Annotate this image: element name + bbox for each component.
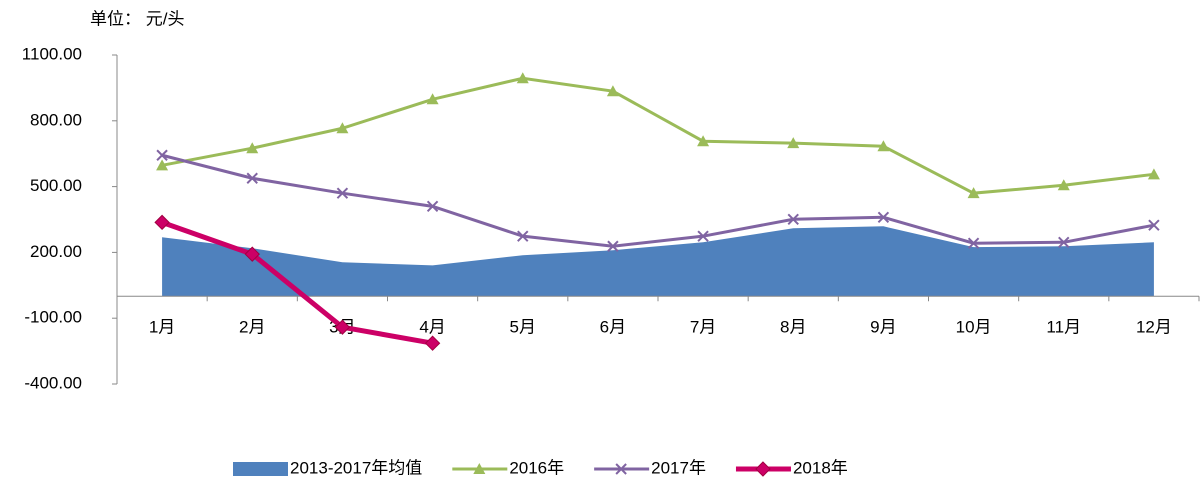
x-tick-label: 9月 — [870, 317, 896, 336]
marker — [156, 149, 168, 161]
marker — [517, 230, 529, 242]
marker — [607, 240, 619, 252]
line — [161, 76, 1155, 195]
marker — [877, 140, 890, 152]
x-tick-label: 1月 — [149, 317, 175, 336]
marker — [516, 72, 529, 84]
marker — [426, 93, 439, 105]
y-tick-label: -400.00 — [24, 373, 82, 392]
y-tick-label: 500.00 — [30, 176, 82, 195]
marker — [697, 230, 709, 242]
line — [161, 153, 1155, 248]
marker — [967, 237, 980, 249]
marker — [244, 246, 260, 262]
marker — [246, 172, 258, 184]
marker — [606, 85, 619, 97]
marker — [156, 159, 169, 171]
x-tick-label: 7月 — [690, 317, 716, 336]
x-tick-label: 11月 — [1046, 317, 1081, 336]
marker — [1058, 236, 1070, 249]
marker — [967, 187, 980, 199]
area — [162, 226, 1154, 297]
legend-label: 2016年 — [509, 458, 564, 477]
marker — [755, 461, 771, 477]
legend-swatch — [233, 462, 288, 476]
y-tick-label: 200.00 — [30, 242, 82, 261]
marker — [336, 122, 349, 134]
marker — [473, 463, 486, 474]
marker — [787, 213, 799, 225]
legend-label: 2013-2017年均值 — [290, 458, 422, 477]
marker — [424, 335, 441, 351]
marker — [246, 142, 259, 154]
marker — [1147, 168, 1160, 180]
y-tick-label: -100.00 — [24, 308, 82, 327]
x-tick-label: 10月 — [956, 317, 992, 336]
x-tick-label: 5月 — [510, 317, 536, 336]
marker — [1148, 219, 1160, 231]
x-tick-label: 8月 — [780, 317, 806, 336]
x-tick-label: 4月 — [419, 317, 445, 336]
marker — [154, 214, 170, 231]
line — [161, 219, 434, 346]
marker — [336, 187, 349, 199]
x-tick-label: 12月 — [1136, 317, 1172, 336]
marker — [787, 137, 800, 149]
legend-label: 2018年 — [793, 458, 848, 477]
marker — [334, 319, 351, 335]
marker — [426, 200, 439, 213]
x-tick-label: 2月 — [239, 317, 265, 336]
legend-label: 2017年 — [651, 458, 706, 477]
unit-label: 单位： 元/头 — [90, 9, 184, 28]
marker — [697, 135, 710, 147]
marker — [1057, 179, 1070, 191]
marker — [877, 211, 890, 224]
x-tick-label: 6月 — [600, 317, 626, 336]
y-tick-label: 1100.00 — [22, 44, 82, 63]
marker — [615, 463, 627, 475]
y-tick-label: 800.00 — [30, 110, 82, 129]
